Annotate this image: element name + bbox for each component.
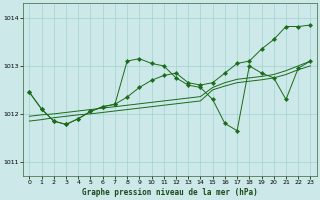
X-axis label: Graphe pression niveau de la mer (hPa): Graphe pression niveau de la mer (hPa) (82, 188, 258, 197)
